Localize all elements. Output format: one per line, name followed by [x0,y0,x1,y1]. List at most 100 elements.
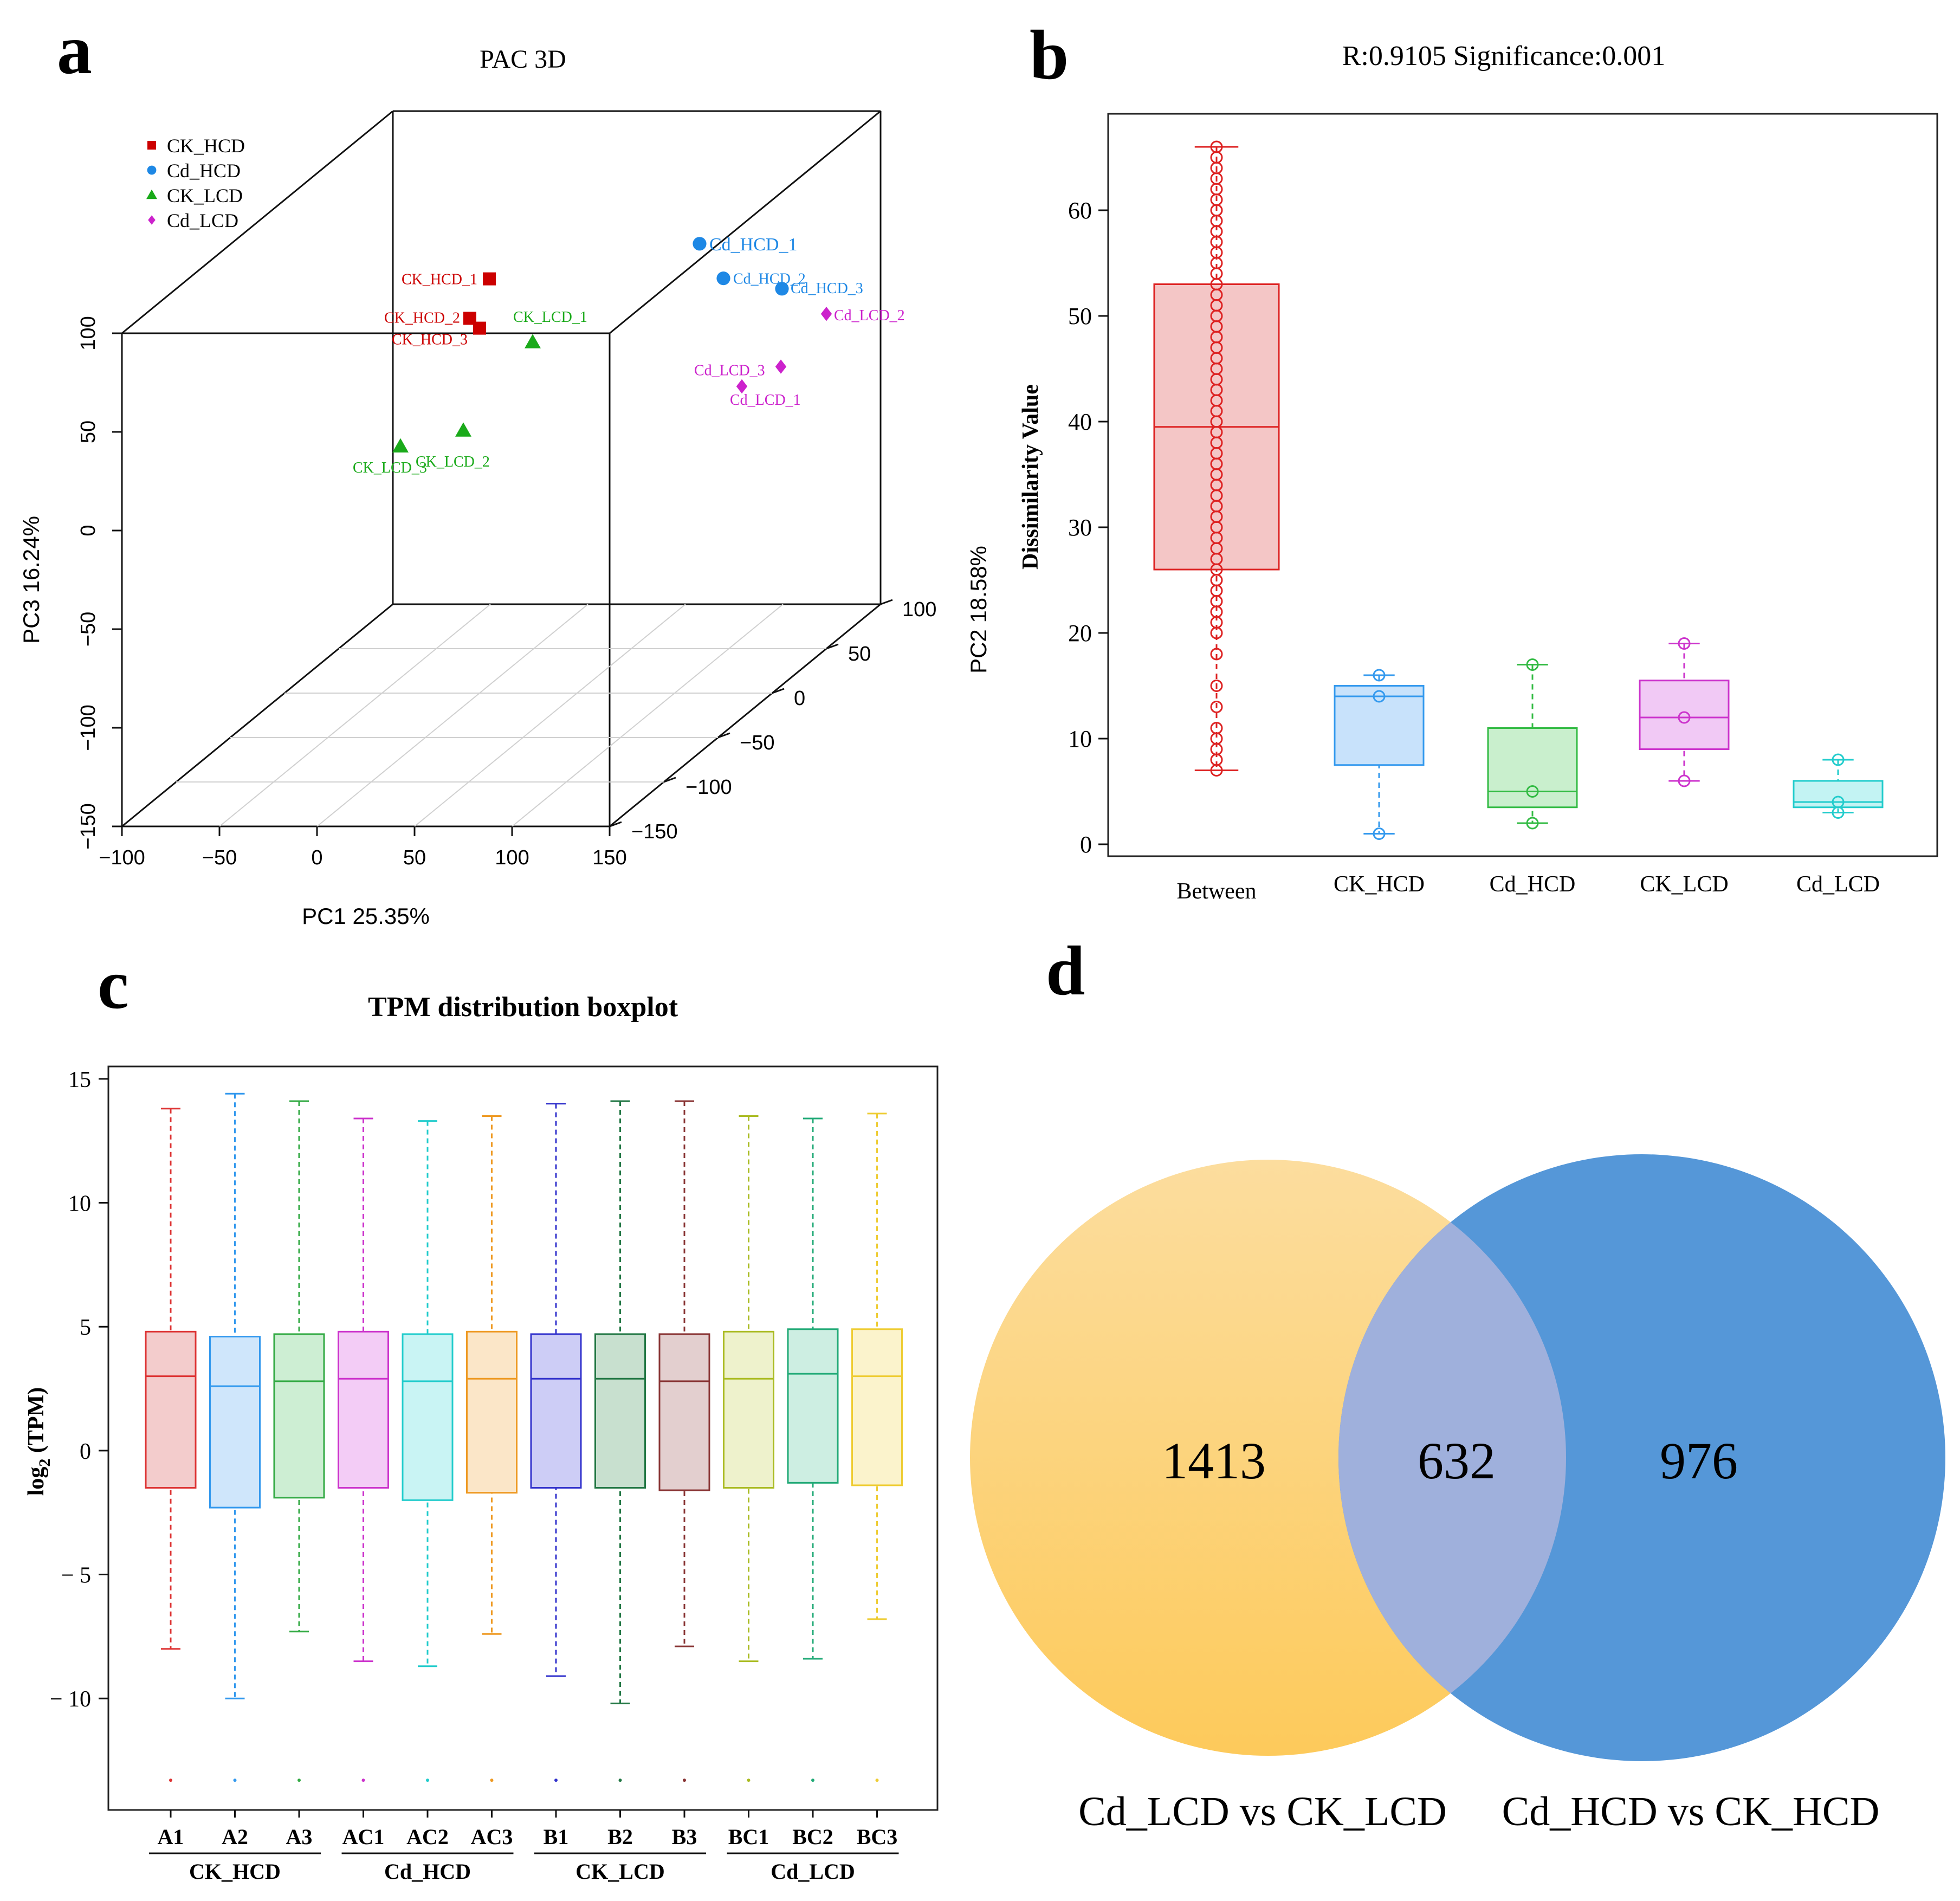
tpm-panel: TPM distribution boxplot log2 (TPM) 15 10… [24,992,939,1884]
tpm-group-label: CK_LCD [575,1859,664,1884]
tpm-box-ac3 [466,1330,518,1494]
tpm-ylabel-main: log [24,1467,49,1496]
pca-legend-marker-ck_lcd [146,189,157,199]
pca-point-ck-hcd-3 [473,321,486,335]
tpm-outlier [618,1779,622,1782]
tpm-x-label: AC3 [471,1825,513,1849]
tpm-boxes: A1 A2 A3 AC1 AC2 AC3 B1 B2 B3 BC1 BC2 BC3 [145,1092,903,1849]
pca-point-ck-lcd-3 [392,438,409,452]
pca-y-tick-label: 100 [902,598,936,621]
pca-x-tick-label: −50 [202,846,237,869]
venn-left-label: Cd_LCD vs CK_LCD [1078,1789,1447,1834]
anosim-title: R:0.9105 Significance:0.001 [1342,41,1665,72]
tpm-title: TPM distribution boxplot [368,992,678,1023]
tpm-group-label: Cd_LCD [771,1859,855,1884]
pca-point-cd-hcd-3 [775,282,789,296]
pca-ylabel: PC2 18.58% [966,546,991,674]
anosim-box-cd_hcd [1487,727,1578,809]
pca-point-label: Cd_LCD_2 [834,307,905,324]
anosim-x-label: Between [1177,879,1257,904]
pca-point-ck-lcd-1 [525,334,541,348]
anosim-point [1832,753,1845,766]
pca-z-tick-label: −50 [77,612,100,646]
pca-axes: −100 −50 0 50 100 150−150−100−50050100−150−10… [77,316,936,869]
tpm-outlier [490,1779,494,1782]
anosim-point [1526,817,1539,830]
panel-label-a: a [57,11,92,89]
pca-y-tick-label: 50 [848,643,871,665]
pca-point-label: Cd_HCD_1 [709,235,797,255]
tpm-x-label: AC1 [342,1825,385,1849]
pca-y-tick-label: −100 [685,776,732,799]
pca-z-tick-label: 50 [77,421,100,443]
anosim-x-label: Cd_LCD [1796,872,1880,897]
pca-legend-marker-cd_hcd [147,165,157,175]
tpm-ylabel: log2 (TPM) [24,1387,54,1496]
pca-grid-line-x [219,604,491,827]
anosim-y-tick-label: 0 [1080,831,1092,858]
tpm-box-ac1 [338,1330,389,1489]
anosim-point [1210,722,1223,734]
tpm-x-label: B2 [607,1825,633,1849]
anosim-point [1373,827,1386,840]
tpm-y-tick-label: 15 [68,1068,91,1092]
tpm-x-label: B1 [544,1825,569,1849]
tpm-x-label: AC2 [406,1825,449,1849]
pca-legend-label: Cd_HCD [167,160,241,182]
pca-point-ck-hcd-1 [483,272,496,286]
pca-point-label: CK_LCD_2 [416,454,490,470]
tpm-y-tick-label: 5 [80,1315,91,1340]
tpm-box-bc2 [787,1328,839,1484]
tpm-x-label: B3 [672,1825,697,1849]
pca-y-tick [880,599,893,605]
anosim-y-tick-label: 20 [1068,620,1092,646]
pca-point-cd-lcd-2 [820,307,832,321]
tpm-outlier [426,1779,429,1782]
pca-point-label: CK_HCD_1 [402,271,477,288]
pca-point-label: Cd_LCD_1 [730,392,801,409]
tpm-outlier [747,1779,751,1782]
pca-grid-line-x [316,604,588,827]
tpm-outlier [811,1779,814,1782]
pca-x-tick-label: 0 [311,846,322,869]
anosim-box-cd_lcd [1793,780,1884,809]
anosim-y-tick-label: 30 [1068,514,1092,541]
pca-point-cd-hcd-2 [716,271,730,286]
pca-point-label: Cd_HCD_3 [791,280,863,297]
pca-point-cd-hcd-1 [693,237,707,251]
tpm-ylabel-sub: 2 [36,1459,54,1467]
pca-z-tick-label: −100 [77,704,100,751]
panel-label-d: d [1046,932,1085,1010]
pca-point-cd-lcd-1 [736,379,748,394]
pca-cube [121,110,882,827]
anosim-point [1210,701,1223,713]
pca-z-tick-label: 0 [77,525,100,536]
tpm-box-ac2 [402,1333,454,1501]
pca-legend: CK_HCD Cd_HCD CK_LCD Cd_LCD [146,135,245,231]
pca-y-tick [663,777,676,783]
tpm-plot-frame [107,1065,939,1811]
pca-legend-label: CK_HCD [167,135,245,157]
panel-label-c: c [98,946,129,1024]
tpm-x-label: BC1 [728,1825,769,1849]
pca-points: CK_HCD_1 CK_HCD_2 CK_HCD_3 Cd_HCD_1 Cd_HCD_2… [353,235,905,476]
pca-zlabel: PC3 16.24% [18,516,44,644]
panel-label-b: b [1030,16,1069,94]
anosim-point [1373,690,1386,703]
pca-y-tick [609,821,622,827]
tpm-box-b3 [658,1333,710,1491]
anosim-boxes: Between CK_HCD Cd_HCD CK_LCD Cd_LCD [1153,140,1884,904]
pca-xlabel: PC1 25.35% [302,903,430,929]
pca-legend-marker-ck_hcd [147,141,156,150]
anosim-plot-frame [1107,113,1938,857]
tpm-groups: CK_HCD Cd_HCD CK_LCD Cd_LCD [149,1852,899,1884]
venn-left-only-count: 1413 [1162,1432,1266,1490]
tpm-x-label: BC2 [792,1825,833,1849]
pca-title: PAC 3D [480,45,566,74]
tpm-y-tick-label: 10 [68,1192,91,1217]
anosim-x-label: CK_LCD [1640,872,1728,897]
pca-grid-line-x [512,604,784,827]
anosim-box-ck_lcd [1639,680,1730,750]
venn-right-only-count: 976 [1660,1432,1738,1490]
anosim-y-tick-label: 50 [1068,303,1092,329]
